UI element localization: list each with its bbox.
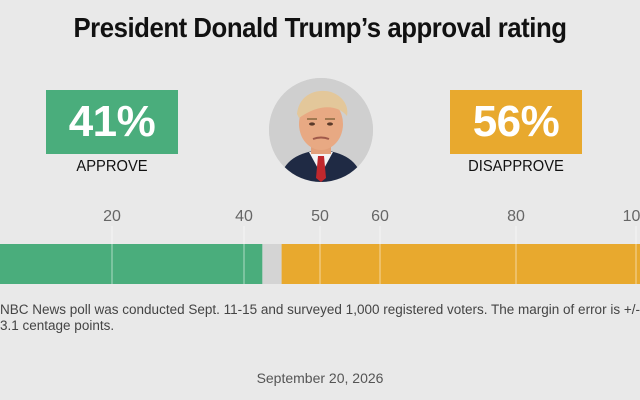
chart-title: President Donald Trump’s approval rating [73,12,567,43]
x-tick-label: 60 [371,208,389,225]
footnote: NBC News poll was conducted Sept. 11-15 … [0,302,640,333]
approve-value-box: 41% [46,90,178,154]
bar-unsure [262,244,282,284]
approval-bar-chart: 20 40 50 60 80 100 [0,208,640,284]
x-tick-label: 20 [103,208,121,225]
approve-label: APPROVE [76,158,148,175]
person-portrait-icon [269,78,373,182]
disapprove-value: 56% [472,97,560,146]
x-tick-label: 40 [235,208,253,225]
bar-approve [0,244,263,284]
x-tick-label: 50 [311,208,329,225]
bar-disapprove [281,244,640,284]
disapprove-value-box: 56% [450,90,582,154]
approve-value: 41% [68,97,156,146]
disapprove-label: DISAPPROVE [468,158,564,175]
publish-date: September 20, 2026 [256,370,384,386]
x-tick-label: 80 [507,208,525,225]
x-tick-label: 100 [623,208,640,225]
